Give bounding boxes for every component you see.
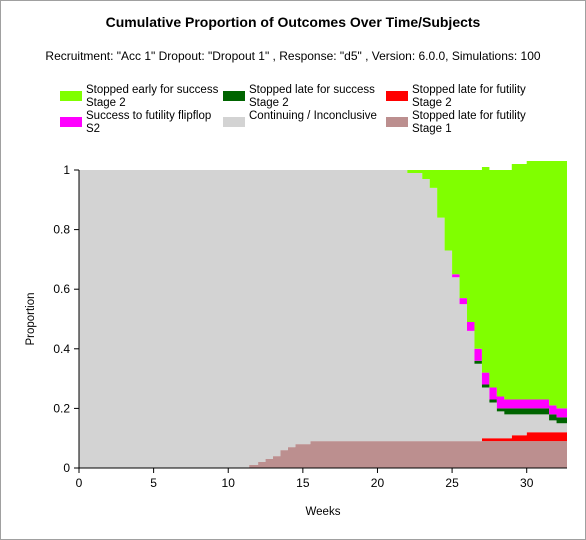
- legend-swatch: [60, 91, 82, 101]
- legend-swatch: [223, 117, 245, 127]
- legend-label-line2: S2: [86, 123, 101, 135]
- legend-label: Stopped early for success Stage 2: [86, 84, 226, 110]
- x-axis-title: Weeks: [306, 506, 341, 518]
- y-axis-title: Proportion: [25, 292, 37, 345]
- legend-label-line1: Stopped late for futility: [412, 84, 526, 96]
- legend-label-line2: Stage 2: [86, 97, 126, 109]
- series-area-2: [79, 170, 567, 468]
- legend-swatch: [60, 117, 82, 127]
- legend-label: Stopped late for success Stage 2: [249, 84, 389, 110]
- y-tick-label: 0.8: [53, 223, 70, 237]
- x-tick-label: 25: [445, 476, 459, 490]
- legend-swatch: [223, 91, 245, 101]
- y-tick-label: 0.2: [53, 401, 70, 415]
- legend-label-line1: Stopped late for futility: [412, 110, 526, 122]
- legend-label-line1: Stopped late for success: [249, 84, 375, 96]
- chart-subtitle: Recruitment: "Acc 1" Dropout: "Dropout 1…: [45, 49, 541, 63]
- legend-label-line1: Continuing / Inconclusive: [249, 110, 377, 122]
- series-area-0: [79, 441, 567, 468]
- x-tick-label: 10: [222, 476, 236, 490]
- y-tick-label: 0.6: [53, 282, 70, 296]
- y-tick-label: 0: [63, 461, 70, 475]
- x-tick-label: 5: [150, 476, 157, 490]
- chart-title: Cumulative Proportion of Outcomes Over T…: [105, 14, 481, 30]
- legend-label: Stopped late for futility Stage 1: [412, 110, 552, 136]
- legend-label-line2: Stage 2: [249, 97, 289, 109]
- legend-swatch: [386, 91, 408, 101]
- legend-label: Continuing / Inconclusive: [249, 110, 389, 123]
- legend-label-line2: Stage 1: [412, 123, 452, 135]
- x-tick-label: 30: [520, 476, 534, 490]
- y-tick-label: 1: [63, 163, 70, 177]
- legend-label: Success to futility flipflop S2: [86, 110, 226, 136]
- x-tick-label: 15: [296, 476, 310, 490]
- legend-swatch: [386, 117, 408, 127]
- legend-label-line2: Stage 2: [412, 97, 452, 109]
- legend-label-line1: Success to futility flipflop: [86, 110, 212, 122]
- x-tick-label: 20: [371, 476, 385, 490]
- legend-label-line1: Stopped early for success: [86, 84, 219, 96]
- legend-label: Stopped late for futility Stage 2: [412, 84, 552, 110]
- series-area-5: [79, 161, 567, 409]
- x-tick-label: 0: [76, 476, 83, 490]
- y-tick-label: 0.4: [53, 342, 70, 356]
- series-area-1: [79, 432, 567, 468]
